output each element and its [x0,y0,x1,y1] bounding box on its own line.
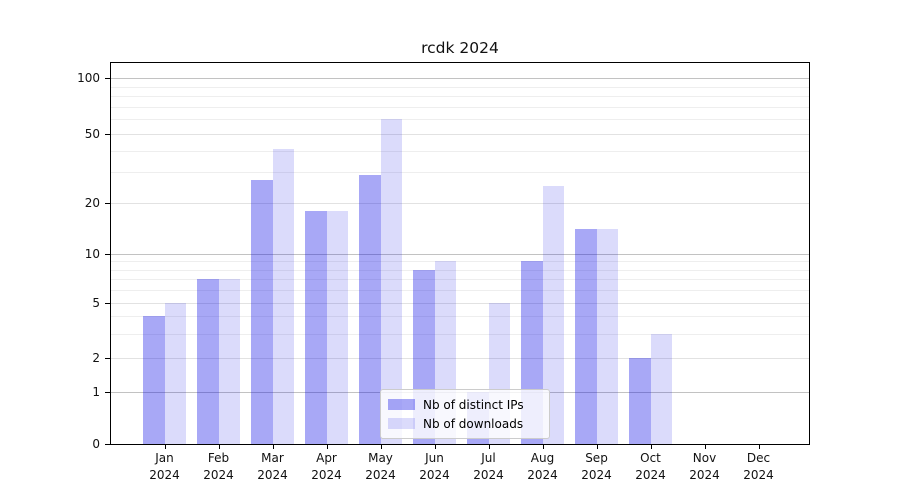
gridline-major [111,254,809,255]
gridline-minor [111,290,809,291]
bar-downloads-mar [272,148,294,444]
y-axis-tick-label: 50 [84,127,100,141]
x-axis-tick-label: Aug 2024 [527,451,558,482]
x-axis-tick-label: Jul 2024 [473,451,504,482]
y-axis-tick-mark [105,444,110,445]
gridline-minor [111,96,809,97]
gridline-minor [111,87,809,88]
x-axis-tick-label: Jun 2024 [419,451,450,482]
bar-distinct-ips-oct [629,358,651,444]
y-axis-tick-mark [105,254,110,255]
gridline-minor [111,107,809,108]
gridline-minor [111,119,809,120]
gridline [111,358,809,359]
gridline-minor [111,334,809,335]
bar-distinct-ips-apr [305,210,327,444]
legend-label: Nb of distinct IPs [423,397,524,412]
x-axis-tick-label: Apr 2024 [311,451,342,482]
x-axis-tick-mark [434,445,436,449]
legend-label: Nb of downloads [423,416,524,431]
gridline [111,134,809,135]
bar-distinct-ips-jan [143,316,165,444]
x-axis-tick-mark [596,445,598,449]
gridline-major [111,78,809,79]
x-axis-tick-mark [650,445,652,449]
gridline-minor [111,279,809,280]
y-axis-tick-label: 1 [92,385,100,399]
chart-title: rcdk 2024 [421,39,499,57]
bar-downloads-oct [650,333,672,444]
bar-downloads-may [380,119,402,444]
y-axis-tick-mark [105,303,110,304]
x-axis-tick-mark [542,445,544,449]
x-axis-tick-label: Jan 2024 [149,451,180,482]
y-axis-tick-mark [105,134,110,135]
x-axis-tick-label: Dec 2024 [743,451,774,482]
y-axis-tick-mark [105,78,110,79]
downloads-swatch [388,418,415,429]
gridline-minor [111,261,809,262]
bar-downloads-feb [218,279,240,444]
gridline [111,303,809,304]
gridline [111,203,809,204]
bar-distinct-ips-mar [251,180,273,444]
x-axis-tick-mark [488,445,490,449]
y-axis-tick-mark [105,392,110,393]
gridline-minor [111,316,809,317]
x-axis-tick-label: Nov 2024 [689,451,720,482]
legend-entry-distinct-ips: Nb of distinct IPs [388,395,541,414]
x-axis-tick-label: May 2024 [365,451,396,482]
bar-distinct-ips-may [359,175,381,444]
bar-downloads-sep [596,229,618,444]
y-axis-tick-mark [105,358,110,359]
x-axis-tick-label: Oct 2024 [635,451,666,482]
x-axis-tick-mark [326,445,328,449]
x-axis-tick-mark [272,445,274,449]
y-axis-tick-label: 20 [84,196,100,210]
y-axis-tick-label: 2 [92,351,100,365]
y-axis-tick-label: 0 [92,437,100,451]
x-axis-tick-mark [380,445,382,449]
gridline-minor [111,270,809,271]
legend: Nb of distinct IPs Nb of downloads [380,389,550,439]
x-axis-tick-mark [704,445,706,449]
y-axis-tick-label: 10 [84,247,100,261]
bar-downloads-jan [164,303,186,444]
legend-entry-downloads: Nb of downloads [388,414,541,433]
x-axis-tick-mark [218,445,220,449]
y-axis-tick-label: 100 [77,71,100,85]
bar-downloads-aug [542,186,564,444]
bar-downloads-apr [326,210,348,444]
plot-area: Nb of distinct IPs Nb of downloads [110,62,810,445]
y-axis-tick-label: 5 [92,296,100,310]
x-axis-tick-mark [758,445,760,449]
x-axis-tick-label: Mar 2024 [257,451,288,482]
distinct-ips-swatch [388,399,415,410]
gridline-minor [111,172,809,173]
x-axis-tick-label: Feb 2024 [203,451,234,482]
y-axis-tick-mark [105,203,110,204]
x-axis-tick-label: Sep 2024 [581,451,612,482]
bar-distinct-ips-sep [575,229,597,444]
bar-distinct-ips-feb [197,279,219,444]
x-axis-tick-mark [164,445,166,449]
gridline-minor [111,151,809,152]
